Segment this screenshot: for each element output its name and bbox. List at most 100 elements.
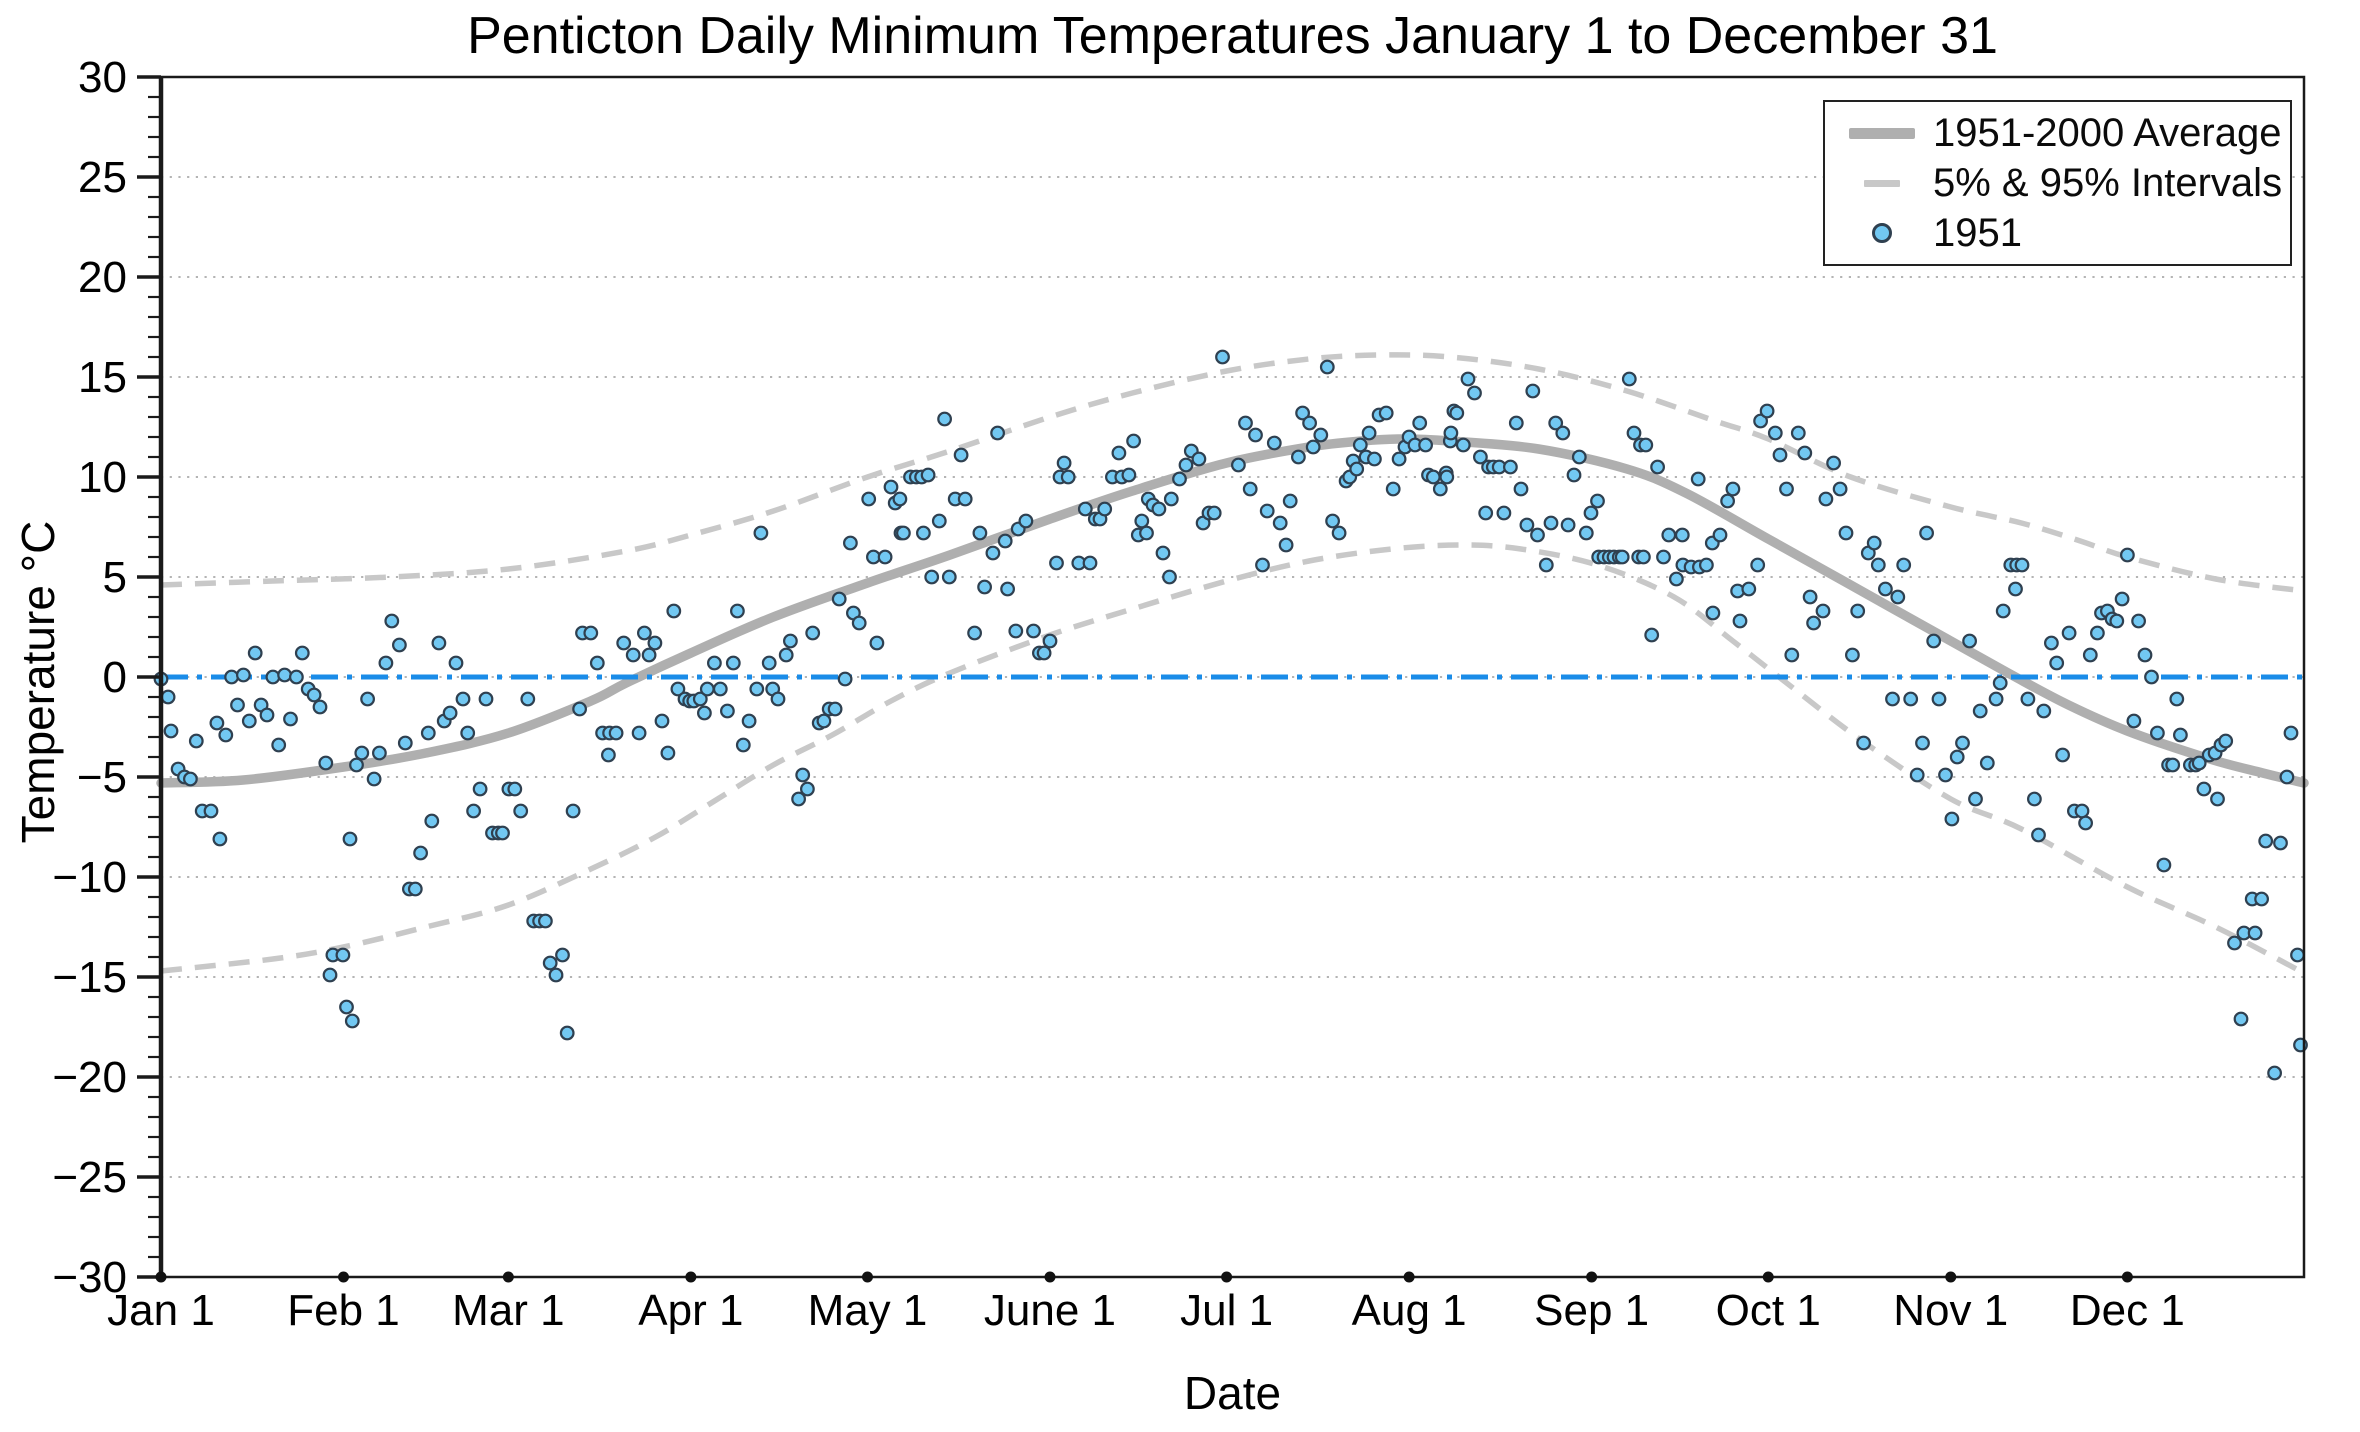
scatter-point <box>1385 481 1401 497</box>
scatter-point <box>861 491 877 507</box>
scatter-point <box>896 525 911 541</box>
scatter-point <box>1590 493 1605 509</box>
scatter-point <box>1282 493 1298 509</box>
month-tick-dot <box>861 1271 873 1283</box>
scatter-point <box>460 725 476 741</box>
scatter-point <box>424 813 440 829</box>
scatter-point <box>1779 481 1794 497</box>
scatter-point <box>931 513 947 529</box>
scatter-point <box>1319 359 1335 375</box>
scatter-point <box>625 647 641 663</box>
scatter-point <box>1412 415 1428 431</box>
scatter-point <box>1259 503 1275 519</box>
scatter-point <box>2227 935 2242 951</box>
month-tick-dot <box>685 1271 697 1283</box>
scatter-point <box>1741 581 1757 597</box>
scatter-point <box>312 699 328 715</box>
x-tick-label: Feb 1 <box>287 1286 400 1335</box>
scatter-point <box>778 647 794 663</box>
scatter-point <box>601 747 616 763</box>
scatter-point <box>1772 447 1788 463</box>
scatter-point <box>565 803 581 819</box>
chart-title: Penticton Daily Minimum Temperatures Jan… <box>467 7 1998 65</box>
scatter-point <box>805 625 821 641</box>
legend-label: 5% & 95% Intervals <box>1933 160 2283 205</box>
scatter-point <box>1513 481 1529 497</box>
legend-item-intervals: 5% & 95% Intervals <box>1825 158 2290 208</box>
scatter-point <box>1266 435 1282 451</box>
legend-box: 1951-2000 Average 5% & 95% Intervals 195… <box>1823 100 2292 266</box>
scatter-point <box>1215 349 1230 365</box>
y-tick-label: −10 <box>52 853 127 902</box>
scatter-point <box>1750 557 1766 573</box>
scatter-point <box>2254 891 2270 907</box>
scatter-point <box>2210 791 2225 807</box>
scatter-point <box>163 723 179 739</box>
scatter-point <box>1313 427 1329 443</box>
scatter-point <box>972 525 988 541</box>
scatter-point <box>1538 557 1554 573</box>
scatter-point <box>730 603 745 619</box>
scatter-point <box>1915 735 1930 751</box>
scatter-point <box>1443 425 1459 441</box>
scatter-point <box>2149 725 2165 741</box>
scatter-point <box>1508 415 1524 431</box>
scatter-point <box>924 569 940 585</box>
scatter-point <box>1988 691 2004 707</box>
scatter-point <box>1720 493 1735 509</box>
scatter-point <box>160 689 176 705</box>
scatter-point <box>967 625 982 641</box>
scatter-point <box>2137 647 2153 663</box>
scatter-point <box>1391 451 1407 467</box>
scatter-point <box>1172 471 1187 487</box>
scatter-point <box>538 913 553 929</box>
scatter-point <box>2191 755 2207 771</box>
scatter-point <box>1979 755 1995 771</box>
scatter-point <box>548 967 564 983</box>
scatter-point <box>572 701 587 717</box>
scatter-point <box>1472 449 1488 465</box>
scatter-point <box>2144 669 2159 685</box>
scatter-point <box>1815 603 1831 619</box>
scatter-point <box>707 655 722 671</box>
scatter-point <box>1832 481 1848 497</box>
thick-line-swatch-icon <box>1843 127 1921 139</box>
scatter-point <box>2165 757 2181 773</box>
scatter-point <box>1644 627 1660 643</box>
scatter-point <box>241 713 257 729</box>
scatter-point <box>1638 437 1654 453</box>
scatter-point <box>283 711 298 727</box>
scatter-point <box>1056 455 1072 471</box>
scatter-point <box>2014 557 2030 573</box>
x-tick-label: Jul 1 <box>1180 1286 1273 1335</box>
scatter-point <box>783 633 798 649</box>
scatter-point <box>831 591 847 607</box>
scatter-point <box>1877 581 1893 597</box>
scatter-point <box>2082 647 2098 663</box>
scatter-point <box>212 831 228 847</box>
scatter-point <box>1896 557 1912 573</box>
scatter-point <box>1759 403 1775 419</box>
scatter-point <box>660 745 676 761</box>
scatter-point <box>354 745 370 761</box>
scatter-point <box>203 803 219 819</box>
scatter-point <box>1082 555 1098 571</box>
scatter-point <box>2008 581 2023 597</box>
scatter-point <box>1418 437 1433 453</box>
x-tick-label: Dec 1 <box>2070 1286 2185 1335</box>
scatter-point <box>1278 537 1294 553</box>
scatter-point <box>520 691 536 707</box>
scatter-point <box>2089 625 2105 641</box>
scatter-point <box>277 667 293 683</box>
scatter-point <box>1944 811 1960 827</box>
scatter-point <box>507 781 523 797</box>
scatter-point <box>1705 605 1721 621</box>
scatter-point <box>1111 445 1127 461</box>
scatter-point <box>1955 735 1970 751</box>
y-tick-label: −25 <box>52 1153 127 1202</box>
scatter-point <box>1838 525 1854 541</box>
scatter-point <box>1555 425 1571 441</box>
scatter-point <box>1543 515 1559 531</box>
scatter-point <box>2290 947 2305 963</box>
